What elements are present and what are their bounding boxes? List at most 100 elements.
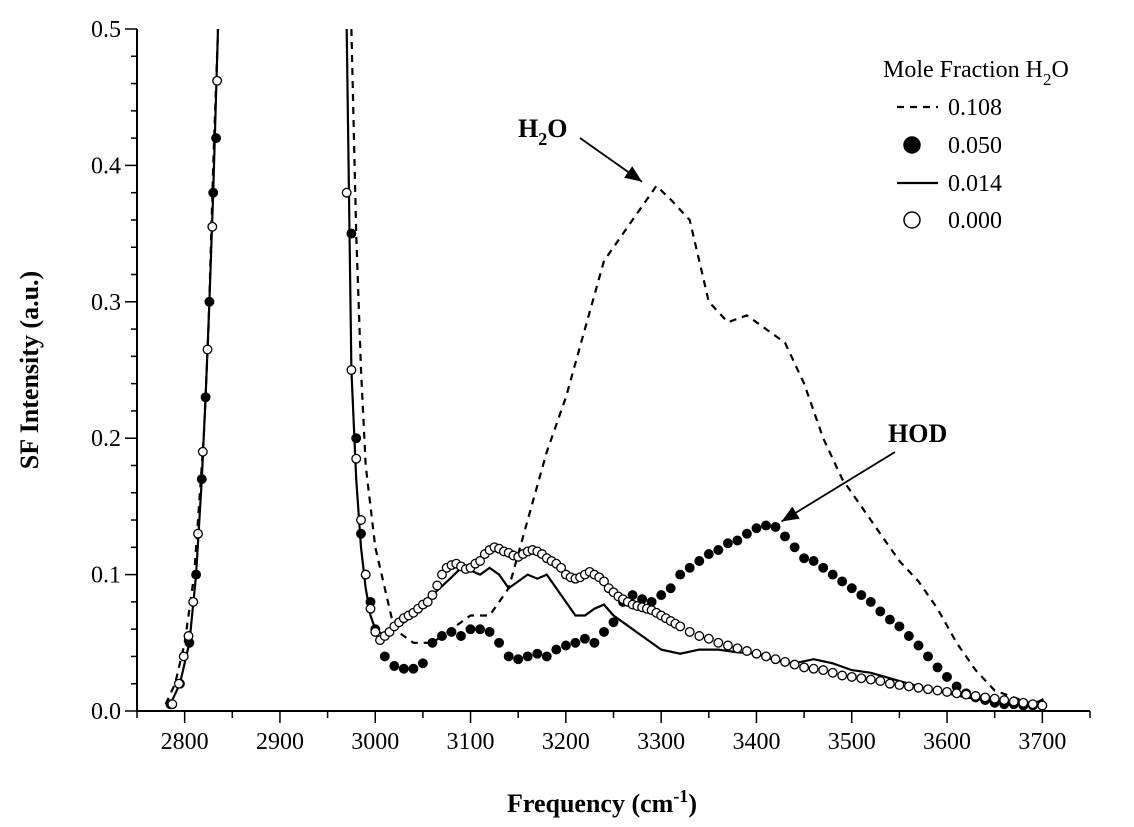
data-point [370,626,381,637]
data-point [713,545,724,555]
annotation-hod-arrow-head [781,506,800,522]
data-point [808,556,819,566]
data-point [961,689,972,700]
data-point [761,520,771,531]
data-point [875,676,886,686]
data-point [932,662,943,673]
data-point [202,344,213,355]
data-point [365,603,376,614]
legend-entry: 0.108 [897,95,1002,121]
y-tick-label: 0.4 [91,153,121,179]
y-tick-label: 0.2 [91,426,121,452]
x-tick-label: 2900 [256,729,304,755]
data-point [167,699,178,710]
data-point [656,590,667,601]
data-point [1027,699,1038,710]
x-tick-label: 3500 [828,729,876,755]
data-point [589,637,600,648]
data-point [532,648,543,659]
data-point [522,651,533,662]
data-point [942,686,952,697]
data-point [211,133,222,144]
data-point [970,691,981,701]
data-point [599,576,609,587]
data-point [475,556,486,566]
data-point [884,614,895,625]
data-point [903,631,914,641]
data-point [770,521,781,532]
data-point [894,621,905,632]
data-point [980,692,991,703]
data-point [665,583,676,594]
x-tick-label: 3100 [447,729,495,755]
x-tick-label: 3700 [1018,729,1066,755]
x-axis: 2800 2900 3000 3100 3200 3300 3400 3500 3600 3700 [136,710,1091,755]
data-point [178,651,189,662]
data-point [856,673,867,684]
data-point [432,580,443,591]
y-axis-title: SF Intensity (a.u.) [15,271,44,469]
data-point [827,569,838,580]
data-point [188,596,199,607]
data-point [456,631,466,641]
legend: Mole Fraction H2O 0.108 0.050 0.014 0.000 [883,57,1069,234]
series-0.000 [167,75,1048,711]
data-point [398,663,409,674]
data-point [356,515,366,525]
data-point [1008,696,1019,707]
annotation-hod: HOD [888,419,947,448]
data-point [989,693,1000,704]
legend-marker [903,136,921,154]
data-point [379,651,390,662]
data-point [703,549,714,560]
data-point [789,542,800,553]
series-0.014 [169,28,1043,707]
data-point [865,596,876,607]
y-tick-label: 0.1 [91,563,121,589]
x-tick-label: 3200 [542,729,590,755]
annotation-hod-arrow-line [781,451,896,523]
x-tick-label: 3000 [351,729,399,755]
data-point [465,624,476,635]
data-point [212,75,223,86]
series-line [345,28,1043,707]
data-point [846,583,857,594]
data-point [913,640,924,651]
legend-entry: 0.050 [903,133,1002,159]
legend-label: 0.000 [948,208,1002,234]
data-point [837,670,848,681]
legend-entry: 0.000 [903,208,1002,234]
data-point [923,651,933,662]
series-line [164,28,220,705]
data-point [197,446,208,457]
legend-label: 0.014 [948,171,1002,197]
data-point [894,680,905,691]
data-point [1018,697,1029,708]
x-tick-label: 3400 [732,729,780,755]
data-point [694,631,705,641]
data-point [1037,700,1048,711]
data-point [494,637,505,648]
data-point [751,648,762,659]
data-point [780,656,790,667]
data-point [923,684,933,695]
data-point [437,569,447,580]
x-axis-title: Frequency (cm-1) [507,786,697,818]
data-point [446,626,457,637]
data-point [183,631,194,641]
data-point [475,624,486,635]
annotations: H2O HOD [518,114,947,523]
data-point [865,674,876,685]
data-point [722,538,733,549]
data-point [942,671,952,682]
data-point [770,654,781,665]
data-point [417,658,428,669]
data-point [999,695,1010,706]
data-point [675,569,686,580]
data-point [932,685,943,696]
plot-area [164,28,1048,711]
x-tick-label: 3600 [923,729,971,755]
data-point [627,590,638,601]
data-point [713,637,724,648]
